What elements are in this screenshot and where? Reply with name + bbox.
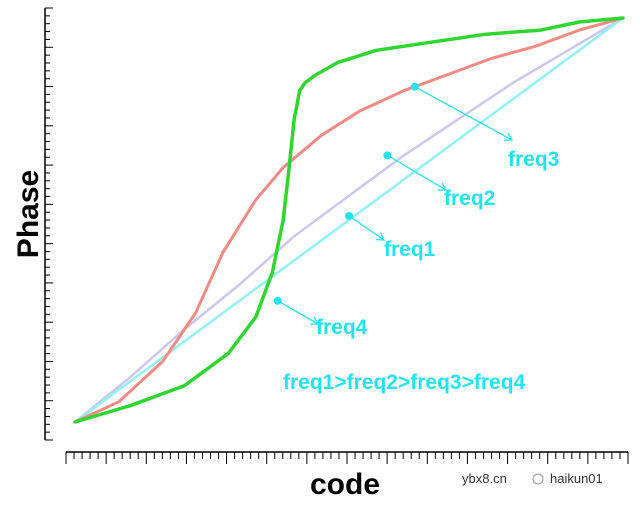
freq1-line: [73, 16, 625, 424]
frequency-relation-annotation: freq1>freq2>freq3>freq4: [283, 371, 526, 394]
annotation-arrows: [273, 82, 514, 325]
freq4-line: [73, 16, 625, 424]
x-axis-title: code: [310, 468, 380, 501]
freq2-marker: [383, 151, 392, 160]
freq1-marker: [345, 211, 353, 220]
freq1-arrow-head: [375, 232, 386, 241]
wechat-icon: [532, 473, 544, 485]
freq4-arrow-line: [277, 300, 319, 325]
watermark-site: ybx8.cn: [462, 471, 507, 486]
freq4-label: freq4: [316, 316, 368, 339]
freq3-line: [73, 16, 625, 424]
freq2-arrow-line: [387, 154, 447, 191]
y-axis-title: Phase: [12, 170, 45, 258]
x-axis: [65, 451, 629, 464]
freq3-label: freq3: [508, 148, 559, 171]
series-layer: [73, 16, 625, 424]
freq2-label: freq2: [444, 187, 495, 210]
freq3-arrow-head: [503, 132, 514, 141]
freq4-arrow-head: [309, 316, 320, 325]
y-axis: [44, 7, 53, 441]
freq1-arrow-line: [348, 215, 385, 241]
freq4-marker: [273, 296, 282, 305]
freq1-label: freq1: [384, 238, 436, 261]
freq2-line: [73, 16, 625, 424]
freq3-arrow-line: [414, 86, 513, 141]
freq3-marker: [410, 82, 419, 91]
watermark-user: haikun01: [550, 471, 603, 486]
freq2-arrow-head: [437, 182, 448, 191]
